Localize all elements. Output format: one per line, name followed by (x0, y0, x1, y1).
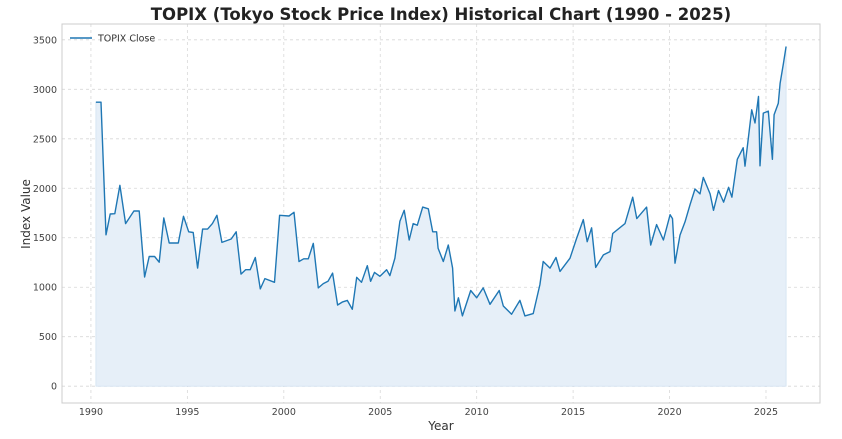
x-tick-label: 1990 (79, 407, 103, 418)
series-area (95, 46, 787, 387)
series-line (95, 46, 787, 317)
legend: TOPIX Close (70, 34, 155, 45)
legend-label: TOPIX Close (97, 34, 155, 45)
tick-labels: 0 500 1000 1500 2000 2500 3000 3500 1990 1995 2000… (33, 35, 778, 418)
x-tick-label: 2000 (272, 407, 296, 418)
y-axis-label: Index Value (19, 179, 33, 249)
y-tick-label: 3500 (33, 35, 57, 46)
x-tick-label: 2020 (657, 407, 681, 418)
x-tick-label: 2015 (561, 407, 585, 418)
plot-frame (61, 23, 821, 404)
y-tick-label: 0 (51, 382, 57, 393)
chart-title: TOPIX (Tokyo Stock Price Index) Historic… (151, 5, 731, 24)
y-tick-label: 1000 (33, 283, 57, 294)
y-tick-label: 2000 (33, 184, 57, 195)
x-tick-label: 2025 (754, 407, 778, 418)
y-tick-label: 1500 (33, 233, 57, 244)
x-tick-label: 2010 (465, 407, 489, 418)
series-fill (95, 46, 787, 387)
y-tick-label: 500 (39, 332, 57, 343)
x-tick-label: 2005 (368, 407, 392, 418)
y-tick-label: 3000 (33, 85, 57, 96)
x-tick-label: 1995 (175, 407, 199, 418)
x-axis-label: Year (427, 419, 453, 433)
y-tick-label: 2500 (33, 134, 57, 145)
